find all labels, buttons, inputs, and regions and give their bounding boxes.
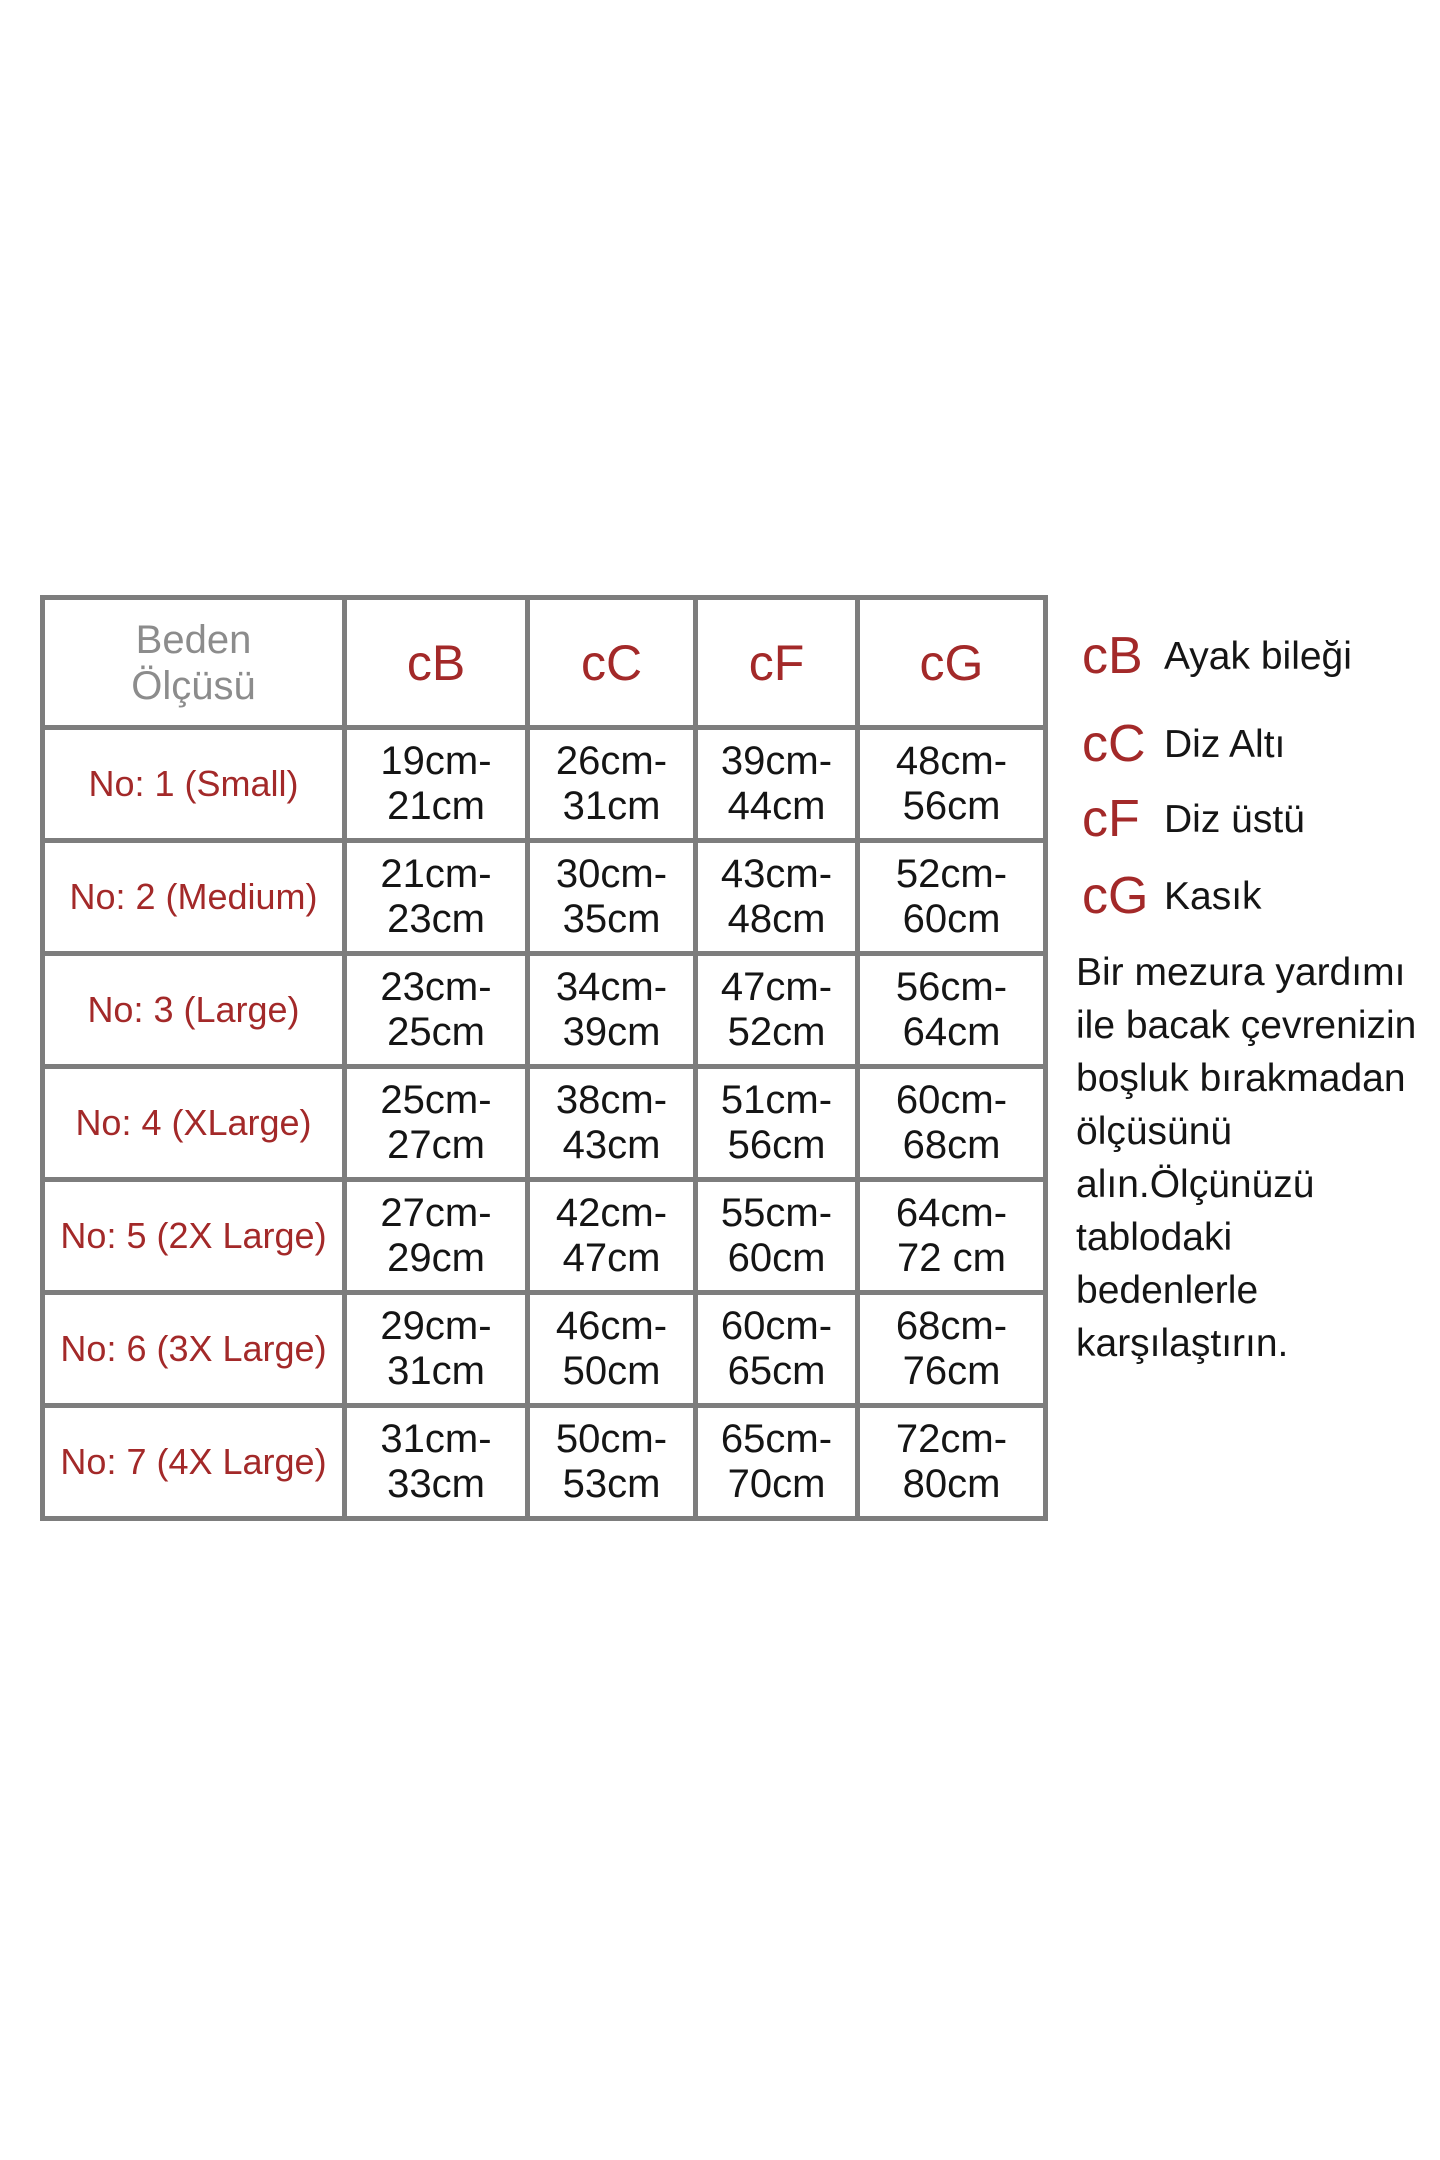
note-line: ile bacak çevrenizin: [1076, 1004, 1417, 1047]
legend-label: Ayak bileği: [1164, 634, 1352, 678]
note-line: boşluk bırakmadan: [1076, 1057, 1406, 1100]
legend-item-cB: cB Ayak bileği: [1082, 630, 1352, 682]
measurement-cell: 29cm- 31cm: [342, 1290, 530, 1408]
column-header-cF: cF: [693, 595, 860, 730]
row-label: No: 2 (Medium): [40, 838, 347, 956]
legend-label: Diz Altı: [1164, 722, 1286, 766]
measurement-cell: 19cm- 21cm: [342, 725, 530, 843]
measurement-cell: 26cm- 31cm: [525, 725, 698, 843]
legend-key-cB: cB: [1082, 627, 1143, 685]
measuring-instructions: Bir mezura yardımı ile bacak çevrenizin …: [1076, 946, 1440, 1370]
measurement-cell: 46cm- 50cm: [525, 1290, 698, 1408]
size-header-cell: Beden Ölçüsü: [40, 595, 347, 730]
note-line: ölçüsünü: [1076, 1110, 1233, 1153]
column-header-cG: cG: [855, 595, 1048, 730]
measurement-cell: 60cm- 68cm: [855, 1064, 1048, 1182]
table-row: No: 2 (Medium) 21cm- 23cm 30cm- 35cm 43c…: [40, 838, 1048, 956]
legend-item-cC: cC Diz Altı: [1082, 718, 1285, 770]
note-line: alın.Ölçünüzü: [1076, 1163, 1315, 1206]
note-line: tablodaki: [1076, 1216, 1233, 1259]
legend-key-cC: cC: [1082, 715, 1146, 773]
row-label: No: 7 (4X Large): [40, 1403, 347, 1521]
measurement-cell: 42cm- 47cm: [525, 1177, 698, 1295]
row-label: No: 1 (Small): [40, 725, 347, 843]
measurement-cell: 51cm- 56cm: [693, 1064, 860, 1182]
table-row: No: 6 (3X Large) 29cm- 31cm 46cm- 50cm 6…: [40, 1290, 1048, 1408]
measurement-legend-panel: cB Ayak bileği cC Diz Altı cF Diz üstü c…: [1072, 580, 1440, 1480]
note-line: bedenlerle: [1076, 1269, 1259, 1312]
measurement-cell: 48cm- 56cm: [855, 725, 1048, 843]
legend-key-cF: cF: [1082, 790, 1140, 848]
table-row: No: 5 (2X Large) 27cm- 29cm 42cm- 47cm 5…: [40, 1177, 1048, 1295]
table-row: No: 7 (4X Large) 31cm- 33cm 50cm- 53cm 6…: [40, 1403, 1048, 1521]
column-header-cB: cB: [342, 595, 530, 730]
measurement-cell: 25cm- 27cm: [342, 1064, 530, 1182]
legend-item-cF: cF Diz üstü: [1082, 793, 1305, 845]
measurement-cell: 21cm- 23cm: [342, 838, 530, 956]
column-header-cC: cC: [525, 595, 698, 730]
measurement-cell: 64cm- 72 cm: [855, 1177, 1048, 1295]
table-header-row: Beden Ölçüsü cB cC cF cG: [40, 595, 1048, 730]
size-table: Beden Ölçüsü cB cC cF cG No: 1 (Small) 1…: [40, 595, 1048, 1521]
measurement-cell: 31cm- 33cm: [342, 1403, 530, 1521]
legend-label: Diz üstü: [1164, 797, 1305, 841]
measurement-cell: 60cm- 65cm: [693, 1290, 860, 1408]
measurement-cell: 72cm- 80cm: [855, 1403, 1048, 1521]
measurement-cell: 23cm- 25cm: [342, 951, 530, 1069]
note-line: Bir mezura yardımı: [1076, 951, 1406, 994]
row-label: No: 6 (3X Large): [40, 1290, 347, 1408]
row-label: No: 5 (2X Large): [40, 1177, 347, 1295]
table-row: No: 4 (XLarge) 25cm- 27cm 38cm- 43cm 51c…: [40, 1064, 1048, 1182]
measurement-cell: 38cm- 43cm: [525, 1064, 698, 1182]
measurement-cell: 39cm- 44cm: [693, 725, 860, 843]
table-row: No: 3 (Large) 23cm- 25cm 34cm- 39cm 47cm…: [40, 951, 1048, 1069]
measurement-cell: 43cm- 48cm: [693, 838, 860, 956]
measurement-cell: 50cm- 53cm: [525, 1403, 698, 1521]
note-line: karşılaştırın.: [1076, 1322, 1289, 1365]
measurement-cell: 68cm- 76cm: [855, 1290, 1048, 1408]
measurement-cell: 55cm- 60cm: [693, 1177, 860, 1295]
row-label: No: 3 (Large): [40, 951, 347, 1069]
legend-label: Kasık: [1164, 874, 1262, 918]
measurement-cell: 30cm- 35cm: [525, 838, 698, 956]
row-label: No: 4 (XLarge): [40, 1064, 347, 1182]
legend-item-cG: cG Kasık: [1082, 870, 1262, 922]
measurement-cell: 27cm- 29cm: [342, 1177, 530, 1295]
measurement-cell: 47cm- 52cm: [693, 951, 860, 1069]
measurement-cell: 65cm- 70cm: [693, 1403, 860, 1521]
legend-key-cG: cG: [1082, 867, 1149, 925]
measurement-cell: 52cm- 60cm: [855, 838, 1048, 956]
measurement-cell: 56cm- 64cm: [855, 951, 1048, 1069]
table-row: No: 1 (Small) 19cm- 21cm 26cm- 31cm 39cm…: [40, 725, 1048, 843]
measurement-cell: 34cm- 39cm: [525, 951, 698, 1069]
